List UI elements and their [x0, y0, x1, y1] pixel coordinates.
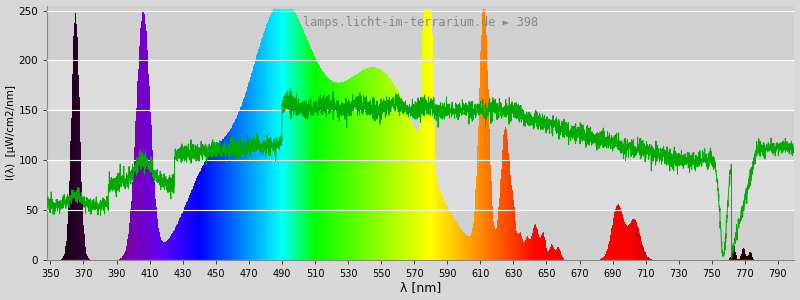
Bar — [47, 160, 794, 210]
Bar — [47, 110, 794, 160]
Text: lamps.licht-im-terrarium.de ► 398: lamps.licht-im-terrarium.de ► 398 — [303, 16, 538, 29]
Bar — [47, 6, 794, 60]
Y-axis label: I(λ)  [μW/cm2/nm]: I(λ) [μW/cm2/nm] — [6, 85, 15, 180]
Bar — [47, 60, 794, 110]
Bar — [47, 210, 794, 260]
X-axis label: λ [nm]: λ [nm] — [400, 281, 442, 294]
